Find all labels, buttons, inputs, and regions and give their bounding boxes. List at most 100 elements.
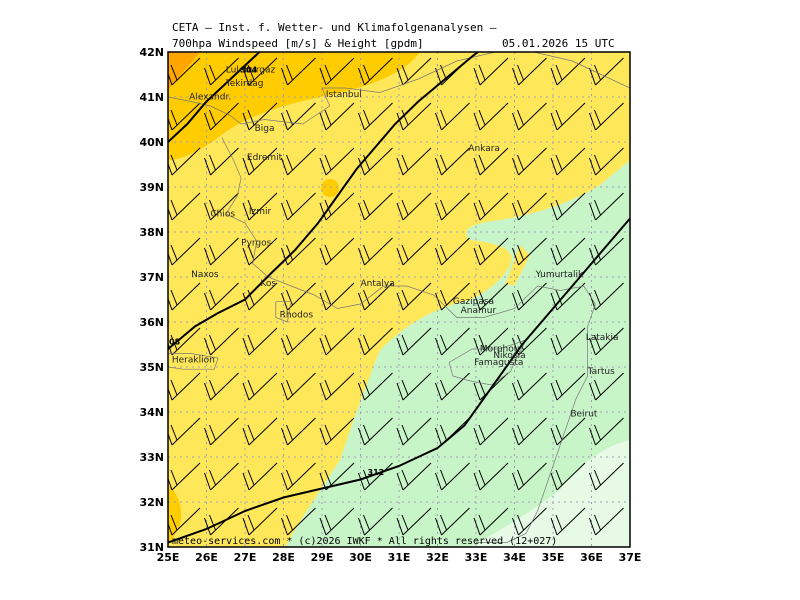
- latitude-label: 40N: [139, 136, 164, 149]
- wind-barb: [396, 192, 432, 221]
- wind-barb: [435, 462, 470, 491]
- wind-field-10-15-notch: [505, 245, 530, 285]
- longitude-label: 30E: [349, 551, 372, 564]
- contour-label: 304: [240, 65, 257, 74]
- latitude-label: 41N: [139, 91, 164, 104]
- wind-barb: [281, 372, 316, 401]
- city-label: Chios: [210, 209, 235, 219]
- city-label: Luleburgaz: [226, 65, 276, 75]
- wind-barb: [512, 102, 547, 131]
- wind-barb: [242, 507, 278, 536]
- wind-barb: [319, 327, 355, 356]
- wind-barb: [281, 57, 316, 86]
- latitude-label: 35N: [139, 361, 164, 374]
- latitude-label: 39N: [139, 181, 164, 194]
- height-contours: 304 308 312: [163, 52, 630, 544]
- map-frame: [167, 51, 631, 548]
- coastline-path: [168, 52, 630, 125]
- city-label: Naxos: [191, 270, 219, 280]
- wind-barb: [550, 507, 586, 536]
- city-label: Tartus: [587, 367, 615, 377]
- latitude-label: 34N: [139, 406, 164, 419]
- city-label: Tekirdag: [225, 79, 264, 89]
- wind-barb: [281, 327, 316, 356]
- wind-barb: [589, 507, 624, 536]
- wind-barb: [512, 147, 547, 176]
- wind-barb: [396, 507, 432, 536]
- longitude-label: 36E: [580, 551, 603, 564]
- wind-barb: [473, 147, 509, 176]
- wind-barb: [550, 327, 586, 356]
- city-label: Edremit: [247, 153, 283, 163]
- wind-barb: [168, 147, 201, 176]
- map-subtitle: 700hpa Windspeed [m/s] & Height [gpdm]: [172, 37, 424, 50]
- copyright-footer: meteo-services.com * (c)2026 IWKF * All …: [172, 536, 557, 547]
- wind-barb: [358, 102, 393, 131]
- latitude-label: 32N: [139, 496, 164, 509]
- longitude-label: 26E: [195, 551, 218, 564]
- wind-barb: [512, 462, 547, 491]
- wind-barb: [358, 192, 393, 221]
- city-label: Izmir: [249, 207, 272, 217]
- wind-barb: [168, 102, 201, 131]
- longitude-label: 27E: [234, 551, 257, 564]
- wind-barb: [358, 237, 393, 266]
- wind-barb: [435, 237, 470, 266]
- wind-barb: [319, 372, 355, 401]
- longitude-label: 25E: [157, 551, 180, 564]
- wind-barb: [589, 327, 624, 356]
- wind-barb: [396, 327, 432, 356]
- wind-field-15-20-spot: [321, 179, 339, 197]
- city-label: Heraklion: [172, 356, 215, 366]
- wind-barb: [473, 417, 509, 446]
- city-label: Nikosia: [493, 351, 525, 361]
- wind-barb: [550, 192, 586, 221]
- wind-barb: [168, 57, 201, 86]
- wind-barb: [242, 147, 278, 176]
- wind-barb: [512, 237, 547, 266]
- wind-barb: [168, 282, 201, 311]
- city-label: Latakia: [586, 333, 619, 343]
- wind-barb: [550, 237, 586, 266]
- city-label: Yumurtalik: [535, 270, 584, 280]
- city-labels: Luleburgaz Tekirdag Alexandr. Istanbul Biga A…: [172, 65, 619, 419]
- wind-barb: [242, 417, 278, 446]
- wind-barb: [319, 57, 355, 86]
- wind-barb: [473, 102, 509, 131]
- coastline-path: [275, 301, 292, 323]
- height-contour: [168, 52, 480, 350]
- wind-barb: [512, 192, 547, 221]
- contour-label: 312: [368, 468, 385, 477]
- latitude-label: 37N: [139, 271, 164, 284]
- wind-barb: [396, 282, 432, 311]
- coastlines: [168, 52, 630, 543]
- wind-barb: [168, 507, 201, 536]
- wind-barb: [550, 372, 586, 401]
- wind-barb: [589, 372, 624, 401]
- wind-barb: [204, 57, 239, 86]
- wind-barb: [358, 57, 393, 86]
- longitude-label: 28E: [272, 551, 295, 564]
- wind-barb: [281, 237, 316, 266]
- city-label: Alexandr.: [189, 92, 231, 102]
- wind-barb: [168, 192, 201, 221]
- contour-label: 308: [163, 338, 180, 347]
- longitude-label: 31E: [388, 551, 411, 564]
- coastline-path: [221, 137, 596, 543]
- wind-barb: [473, 282, 509, 311]
- wind-barb: [512, 57, 547, 86]
- wind-barb: [281, 507, 316, 536]
- city-label: Gazipasa: [453, 297, 494, 307]
- wind-barb: [281, 417, 316, 446]
- wind-barb: [242, 462, 278, 491]
- valid-time: 05.01.2026 15 UTC: [502, 37, 615, 50]
- longitude-labels: 25E 26E 27E 28E 29E 30E 31E 32E 33E 34E 35E 36E 37E: [157, 551, 642, 564]
- map-plot-area: 304 308 312 Luleburgaz Tekirdag Alexandr. Ist…: [163, 52, 630, 547]
- wind-barb: [435, 147, 470, 176]
- wind-barb: [168, 417, 201, 446]
- city-label: Kos: [260, 279, 276, 289]
- longitude-label: 34E: [503, 551, 526, 564]
- wind-barb: [281, 192, 316, 221]
- wind-barb: [204, 102, 239, 131]
- wind-field-5-10: [285, 160, 630, 547]
